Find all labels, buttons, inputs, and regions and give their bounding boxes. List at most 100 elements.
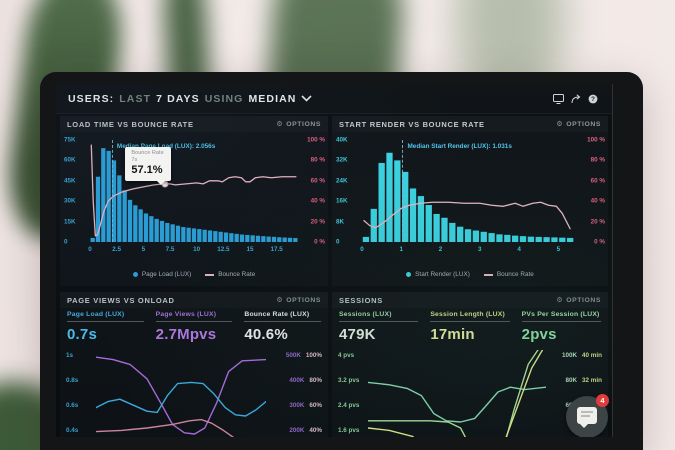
x-axis-tick: 0 bbox=[360, 246, 364, 253]
notification-badge: 4 bbox=[596, 394, 609, 407]
options-button[interactable]: ⚙ OPTIONS bbox=[556, 119, 601, 128]
options-button[interactable]: ⚙ OPTIONS bbox=[556, 296, 601, 304]
y-axis-tick: 0 % bbox=[314, 238, 325, 246]
dashboard: LOAD TIME VS BOUNCE RATE ⚙ OPTIONS 75K 60… bbox=[56, 114, 612, 437]
y-axis-tick: 400K 80% bbox=[268, 377, 322, 384]
y-axis-left: 75K 60K 45K 30K 15K 0 bbox=[64, 137, 88, 246]
gear-icon: ⚙ bbox=[556, 119, 564, 128]
y-axis-tick: 1.6 pvs bbox=[338, 427, 360, 434]
y-axis-tick: 100 % bbox=[587, 136, 605, 144]
legend-item[interactable]: Bounce Rate bbox=[205, 271, 255, 278]
stat-metric[interactable]: Page Load (LUX) 0.7s bbox=[67, 311, 144, 347]
legend-label: Page Load (LUX) bbox=[141, 271, 192, 278]
stat-metric[interactable]: Sessions (LUX) 479K bbox=[339, 311, 419, 347]
y-axis-tick: 0.4s bbox=[66, 427, 79, 434]
chart-area: 75K 60K 45K 30K 15K 0 Median Page Load (LUX):… bbox=[60, 132, 328, 286]
stat-underline bbox=[430, 321, 510, 322]
tooltip: Bounce Rate 7s 57.1% bbox=[125, 147, 171, 186]
stat-metric[interactable]: Bounce Rate (LUX) 40.6% bbox=[244, 311, 322, 347]
screen: USERS: LAST 7 DAYS USING MEDIAN ? bbox=[56, 84, 613, 437]
y-axis-tick: 45K bbox=[64, 177, 76, 185]
display-icon[interactable] bbox=[553, 93, 564, 104]
stat-metric[interactable]: Page Views (LUX) 2.7Mpvs bbox=[155, 311, 233, 347]
chat-button[interactable]: 4 bbox=[566, 394, 609, 437]
y-axis-tick: 40K bbox=[336, 136, 348, 144]
line-chart-svg bbox=[368, 350, 546, 437]
y-axis-tick: 60 % bbox=[590, 177, 605, 185]
panel-title: SESSIONS bbox=[339, 295, 383, 305]
y-axis-tick-primary: 80K bbox=[565, 377, 578, 384]
legend-item[interactable]: Page Load (LUX) bbox=[132, 271, 192, 278]
histogram-svg bbox=[362, 152, 574, 242]
stat-label: Session Length (LUX) bbox=[430, 311, 505, 318]
y-axis-tick-primary: 400K bbox=[289, 377, 305, 384]
x-axis: 0 2.5 5 7.5 10 12.5 15 17.5 bbox=[88, 246, 298, 256]
legend-marker bbox=[483, 273, 493, 276]
panel-title: START RENDER VS BOUNCE RATE bbox=[339, 119, 485, 129]
options-label: OPTIONS bbox=[286, 296, 321, 304]
legend-label: Bounce Rate bbox=[496, 271, 534, 278]
stat-underline bbox=[67, 321, 144, 322]
help-icon[interactable]: ? bbox=[588, 94, 598, 104]
y-axis-tick: 0 % bbox=[594, 238, 605, 246]
stat-underline bbox=[244, 321, 322, 322]
x-axis-tick: 12.5 bbox=[217, 246, 230, 253]
plot: Median Start Render (LUX): 1.031s bbox=[362, 140, 578, 242]
y-axis-tick: 40 % bbox=[590, 197, 605, 205]
topbar: USERS: LAST 7 DAYS USING MEDIAN ? bbox=[56, 84, 612, 114]
y-axis-tick: 30K bbox=[64, 197, 76, 205]
y-axis-tick: 200K 40% bbox=[268, 427, 322, 434]
tooltip-line: Bounce Rate bbox=[131, 150, 164, 157]
stats-row: Sessions (LUX) 479K Session Length (LUX) 17… bbox=[339, 311, 601, 347]
y-axis-right: 100 % 80 % 60 % 40 % 20 % 0 % bbox=[579, 136, 605, 246]
x-axis-tick: 2 bbox=[438, 246, 443, 253]
legend-item[interactable]: Bounce Rate bbox=[483, 271, 534, 278]
panel-header: PAGE VIEWS VS ONLOAD ⚙ OPTIONS bbox=[60, 292, 328, 308]
y-axis-right: 500K 100% 400K 80% 300K 60% 200K 40% bbox=[268, 350, 322, 437]
gear-icon: ⚙ bbox=[276, 295, 284, 304]
share-icon[interactable] bbox=[571, 93, 581, 104]
panel-page-views-vs-onload: PAGE VIEWS VS ONLOAD ⚙ OPTIONS Page Load… bbox=[60, 292, 328, 437]
y-axis-tick: 0.6s bbox=[66, 402, 79, 409]
stat-underline bbox=[521, 321, 601, 322]
panel-load-time-vs-bounce: LOAD TIME VS BOUNCE RATE ⚙ OPTIONS 75K 60… bbox=[60, 116, 328, 286]
gear-icon: ⚙ bbox=[276, 119, 284, 128]
y-axis-tick: 0 bbox=[64, 238, 68, 246]
y-axis-tick: 60K bbox=[64, 156, 76, 164]
x-axis-tick: 2.5 bbox=[112, 246, 122, 253]
y-axis-left: 40K 32K 24K 16K 8K 0 bbox=[336, 136, 360, 246]
panel-header: SESSIONS ⚙ OPTIONS bbox=[332, 292, 608, 308]
y-axis-tick-primary: 200K bbox=[289, 427, 305, 434]
options-label: OPTIONS bbox=[566, 120, 601, 128]
y-axis-tick: 80K 32 min bbox=[548, 377, 602, 384]
x-axis-tick: 5 bbox=[556, 246, 561, 253]
options-button[interactable]: ⚙ OPTIONS bbox=[276, 295, 321, 304]
stat-metric[interactable]: Session Length (LUX) 17min bbox=[430, 311, 510, 347]
chat-icon bbox=[577, 407, 597, 428]
y-axis-tick: 8K bbox=[336, 218, 345, 226]
chart-area: 4 pvs 3.2 pvs 2.4 pvs 1.6 pvs 100K 40 min 80K… bbox=[338, 350, 602, 437]
timeframe-word: MEDIAN bbox=[248, 92, 297, 105]
y-axis-tick-primary: 300K bbox=[289, 402, 305, 409]
y-axis-tick: 40 % bbox=[310, 197, 325, 205]
timeframe-word: LAST bbox=[119, 92, 152, 105]
y-axis-tick: 0.8s bbox=[66, 377, 79, 384]
y-axis-tick-primary: 100K bbox=[561, 352, 578, 359]
options-button[interactable]: ⚙ OPTIONS bbox=[276, 119, 321, 128]
stat-label: Bounce Rate (LUX) bbox=[244, 311, 310, 318]
x-axis-tick: 15 bbox=[246, 246, 254, 253]
y-axis-tick-secondary: 100% bbox=[305, 352, 322, 359]
timeframe-selector[interactable]: USERS: LAST 7 DAYS USING MEDIAN bbox=[68, 92, 313, 105]
stat-value: 40.6% bbox=[244, 326, 288, 343]
y-axis-tick-secondary: 40% bbox=[309, 427, 322, 434]
y-axis-tick-secondary: 60% bbox=[309, 402, 322, 409]
y-axis-tick-primary: 500K bbox=[285, 352, 301, 359]
stat-value: 2.7Mpvs bbox=[155, 326, 217, 343]
chart-area: 1s 0.8s 0.6s 0.4s 500K 100% 400K 80% 300K 60% 200… bbox=[66, 350, 322, 437]
topbar-icons: ? bbox=[553, 93, 598, 104]
median-line bbox=[402, 140, 404, 242]
legend-item[interactable]: Start Render (LUX) bbox=[406, 271, 470, 278]
stat-metric[interactable]: PVs Per Session (LUX) 2pvs bbox=[521, 311, 601, 347]
